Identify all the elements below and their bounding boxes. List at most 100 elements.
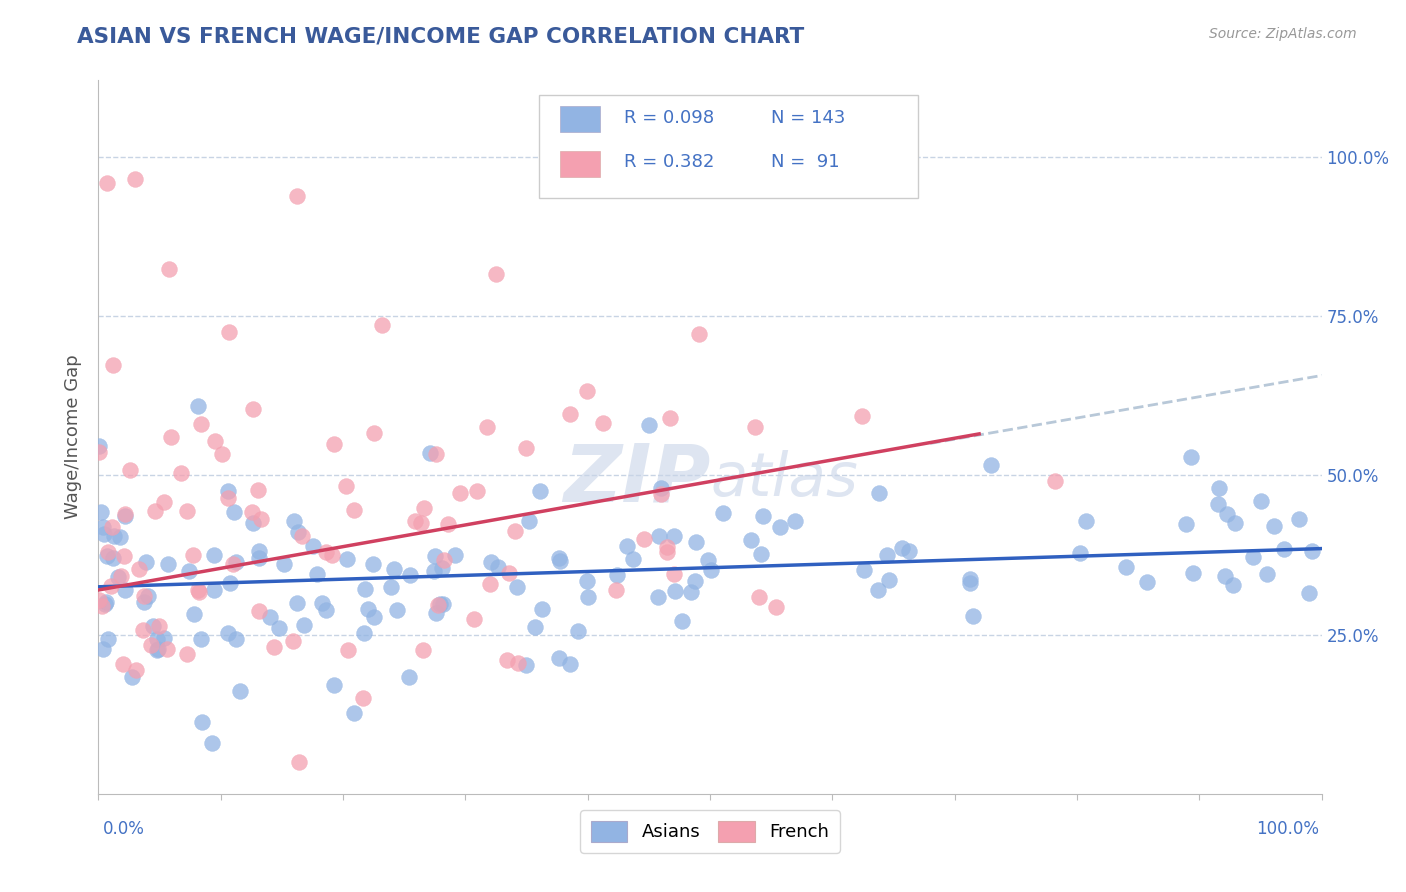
Point (343, 502, 366, 516)
Point (959, 575, 981, 590)
Point (246, 483, 269, 498)
Point (548, 551, 571, 566)
Point (283, 514, 305, 528)
Point (242, 402, 264, 417)
Point (353, 691, 375, 706)
Point (550, 554, 572, 568)
Text: atlas: atlas (710, 450, 858, 509)
Point (229, 684, 252, 698)
Point (385, 603, 408, 617)
Point (335, 479, 357, 493)
Point (382, 562, 405, 576)
Point (1263, 519, 1285, 533)
Point (425, 447, 447, 461)
Point (114, 507, 136, 521)
Point (187, 582, 209, 597)
Point (315, 602, 337, 616)
Point (112, 657, 135, 672)
Point (1115, 560, 1137, 574)
Point (517, 515, 540, 529)
Point (292, 618, 315, 632)
Point (321, 548, 343, 562)
Text: ZIP: ZIP (562, 441, 710, 519)
Point (337, 643, 360, 657)
Point (437, 517, 460, 532)
Point (876, 548, 898, 562)
Point (217, 491, 239, 505)
Point (94, 597, 117, 611)
Point (426, 598, 449, 612)
Point (101, 520, 124, 534)
Point (411, 516, 433, 530)
Text: R = 0.098: R = 0.098 (624, 109, 714, 127)
Point (412, 500, 434, 515)
Point (868, 486, 890, 500)
Point (311, 596, 333, 610)
Point (659, 411, 682, 425)
Point (398, 670, 420, 684)
Point (1301, 543, 1323, 558)
Point (449, 486, 471, 500)
Point (529, 484, 551, 499)
Point (1241, 549, 1264, 564)
Point (250, 511, 273, 525)
Point (547, 651, 569, 665)
Point (1180, 450, 1202, 464)
Point (621, 552, 644, 566)
Point (592, 416, 614, 430)
Point (752, 509, 775, 524)
Point (664, 583, 686, 598)
Point (523, 620, 546, 634)
Point (187, 399, 209, 413)
Point (97, 544, 120, 558)
Point (485, 267, 508, 281)
Point (1274, 541, 1296, 556)
Point (90, 506, 112, 520)
Point (744, 420, 766, 434)
Point (225, 632, 247, 647)
Point (765, 599, 787, 614)
Point (225, 555, 247, 569)
Point (114, 508, 136, 523)
Point (748, 590, 770, 604)
Point (120, 463, 142, 477)
Point (463, 612, 485, 626)
Point (204, 583, 226, 598)
Legend: Asians, French: Asians, French (581, 810, 839, 853)
Point (1250, 494, 1272, 508)
Point (515, 441, 537, 455)
Point (107, 570, 129, 584)
Point (962, 608, 984, 623)
Point (121, 670, 143, 684)
Point (217, 483, 239, 498)
Point (93, 520, 115, 534)
Point (650, 487, 672, 501)
Point (103, 529, 125, 543)
Point (135, 555, 157, 569)
Point (560, 407, 582, 421)
Point (90, 599, 112, 614)
Point (664, 566, 686, 581)
Point (506, 580, 529, 594)
Point (128, 562, 150, 576)
Point (959, 572, 981, 586)
Point (361, 558, 384, 572)
Point (101, 359, 124, 373)
Point (323, 436, 346, 450)
Point (153, 631, 176, 645)
Point (1222, 578, 1244, 592)
Point (1288, 512, 1310, 526)
Point (576, 574, 599, 588)
Point (740, 533, 762, 547)
Point (218, 326, 240, 340)
Point (354, 582, 377, 597)
Point (110, 568, 132, 582)
Point (890, 541, 912, 556)
Point (877, 573, 900, 587)
Point (240, 505, 263, 519)
Point (188, 585, 211, 599)
Point (465, 484, 488, 499)
Point (283, 633, 305, 648)
Point (87, 592, 110, 607)
Point (475, 420, 498, 434)
